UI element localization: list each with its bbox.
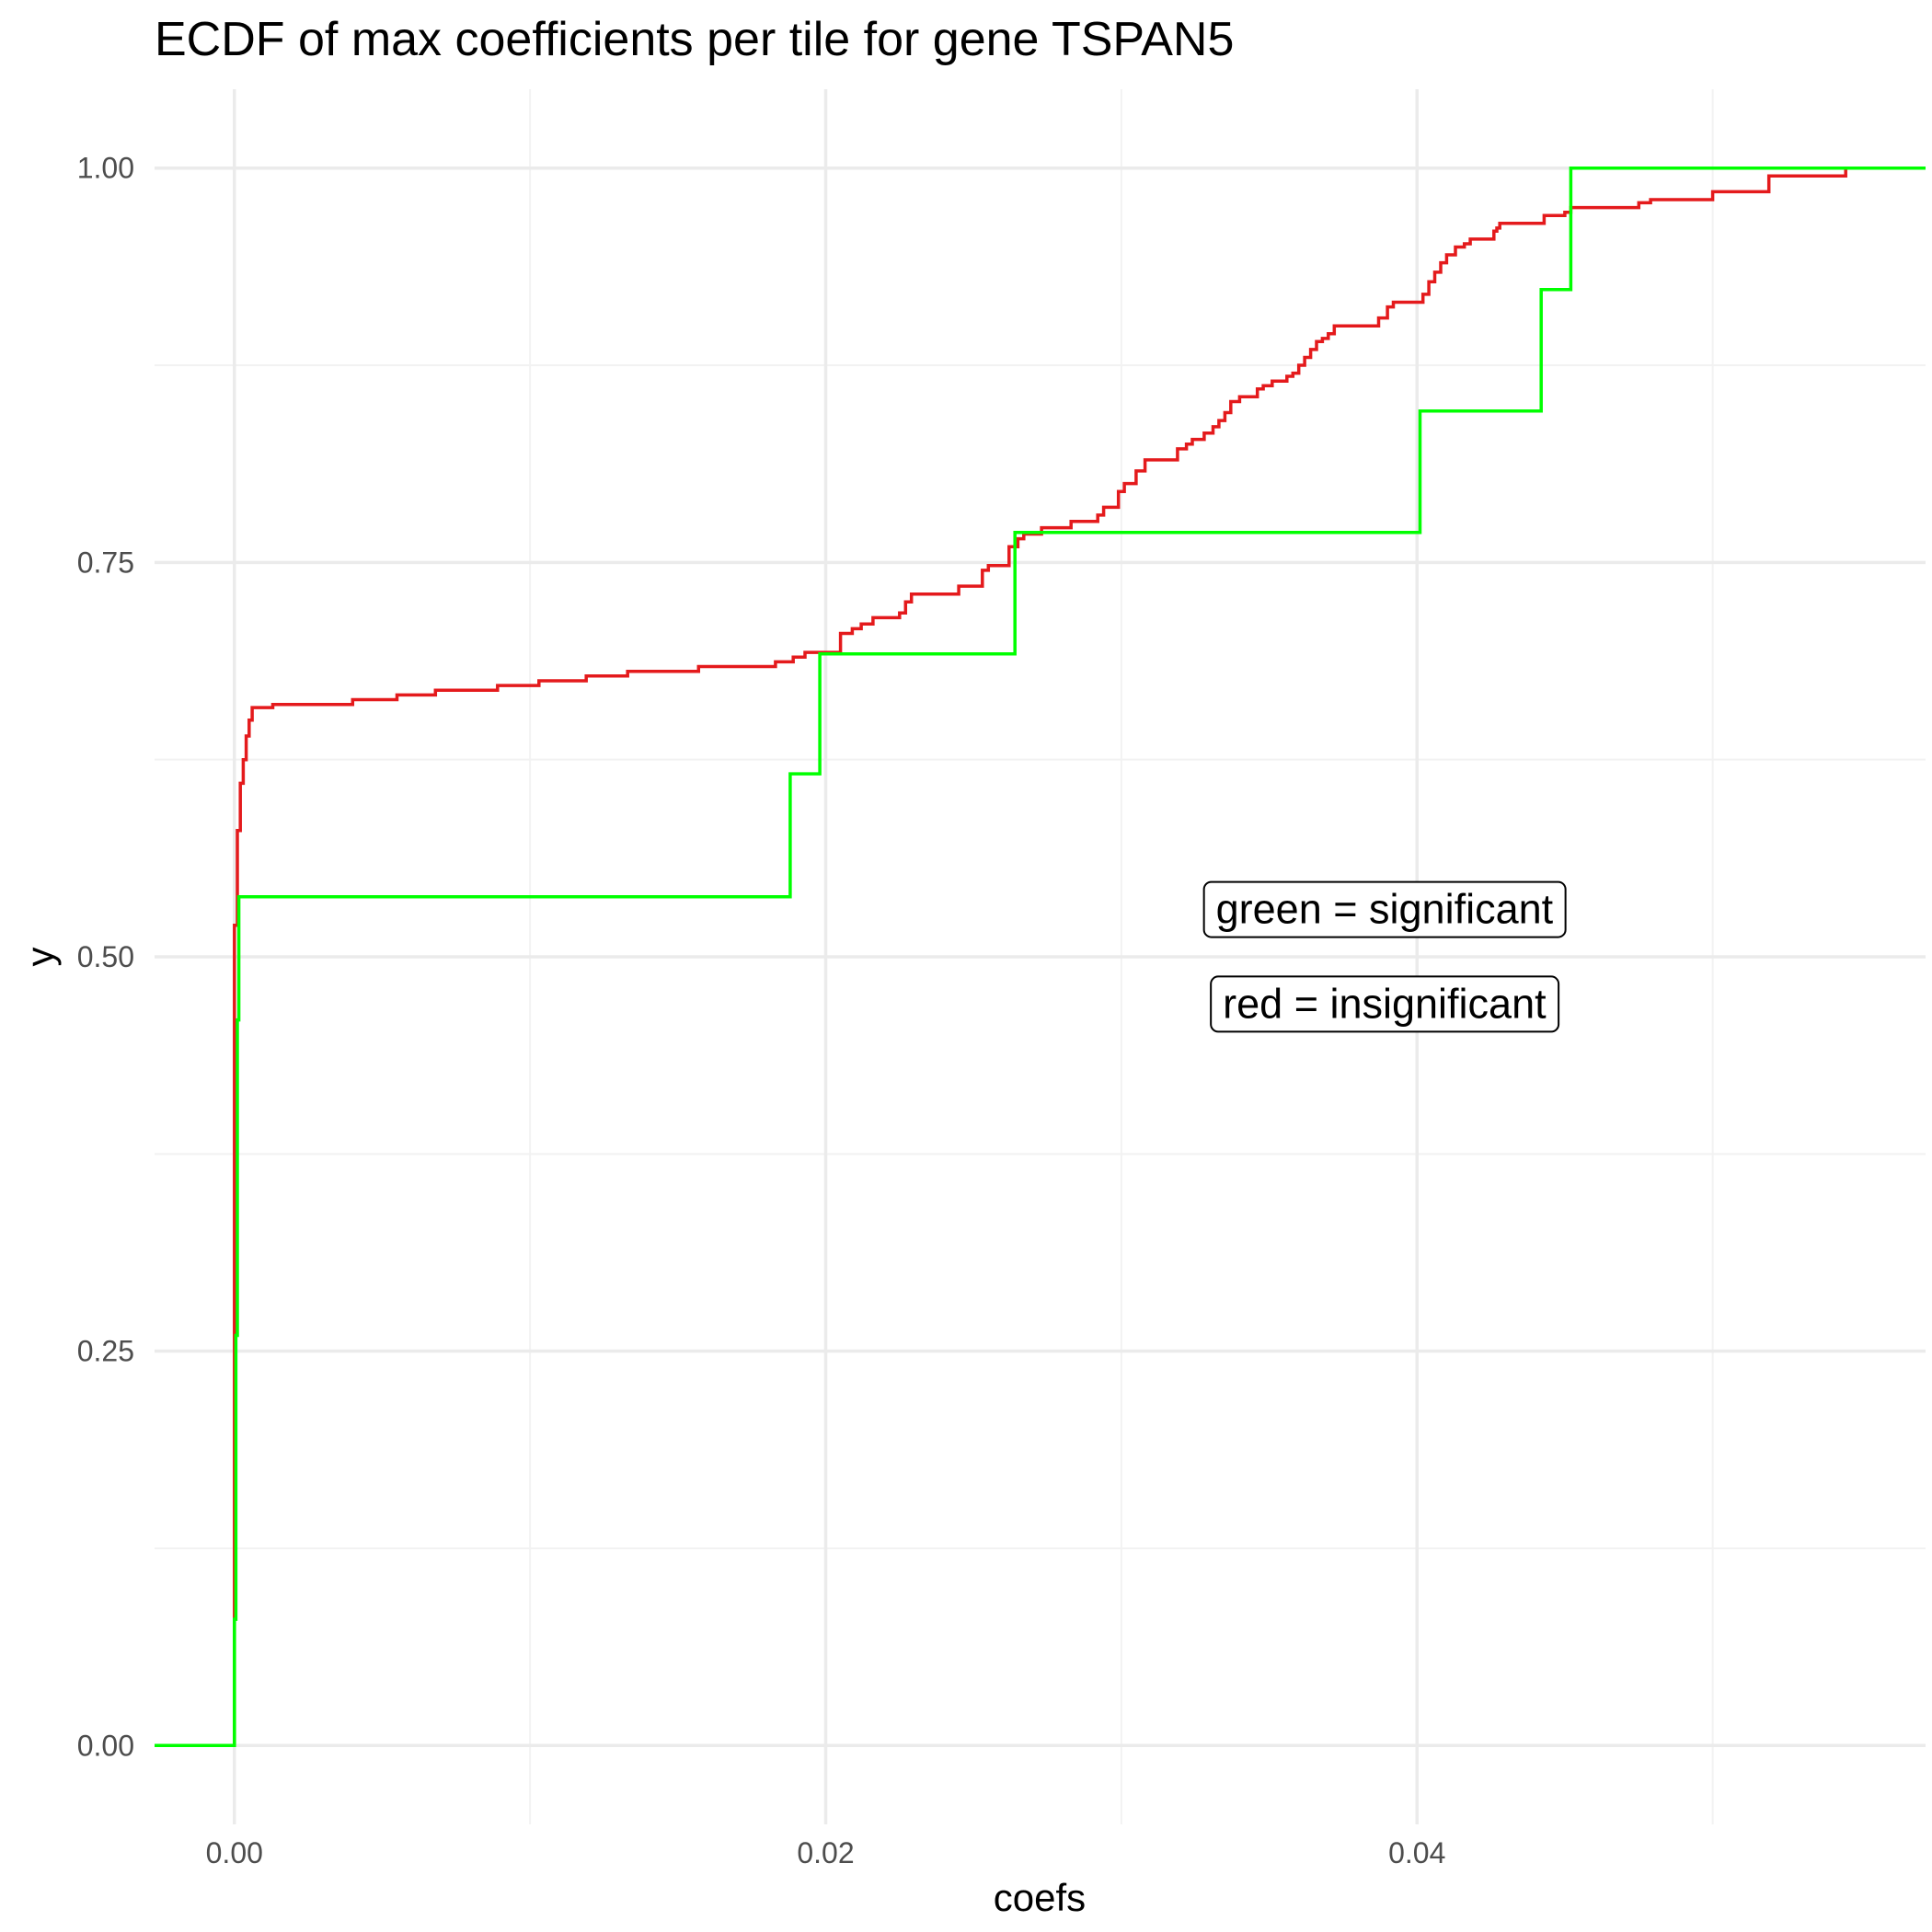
y-axis-title: y xyxy=(18,948,62,967)
y-tick-label: 1.00 xyxy=(77,152,134,185)
series-line-significant xyxy=(155,166,1926,1748)
series-line-insignificant xyxy=(155,167,1847,1748)
annotation-box xyxy=(1202,880,1567,938)
grid xyxy=(155,89,1926,1824)
y-tick-label: 0.50 xyxy=(77,940,134,973)
series-layer xyxy=(155,166,1926,1748)
x-tick-label: 0.02 xyxy=(797,1836,854,1869)
y-axis: 0.00 0.25 0.50 0.75 1.00 xyxy=(77,152,134,1763)
annotations: green = significant red = insignificant xyxy=(1202,880,1567,1033)
chart-title: ECDF of max coefficients per tile for ge… xyxy=(155,13,1234,66)
y-tick-label: 0.25 xyxy=(77,1335,134,1368)
y-tick-label: 0.00 xyxy=(77,1729,134,1762)
y-tick-label: 0.75 xyxy=(77,546,134,579)
x-axis-title: coefs xyxy=(994,1876,1086,1919)
x-axis: 0.00 0.02 0.04 xyxy=(206,1836,1446,1869)
annotation-text: red = insignificant xyxy=(1223,980,1547,1027)
annotation-text: green = significant xyxy=(1216,886,1554,933)
x-tick-label: 0.04 xyxy=(1388,1836,1445,1869)
annotation-box xyxy=(1210,975,1560,1033)
annotation-label: green = significant xyxy=(1202,880,1567,938)
annotation-label: red = insignificant xyxy=(1210,975,1560,1033)
x-tick-label: 0.00 xyxy=(206,1836,263,1869)
